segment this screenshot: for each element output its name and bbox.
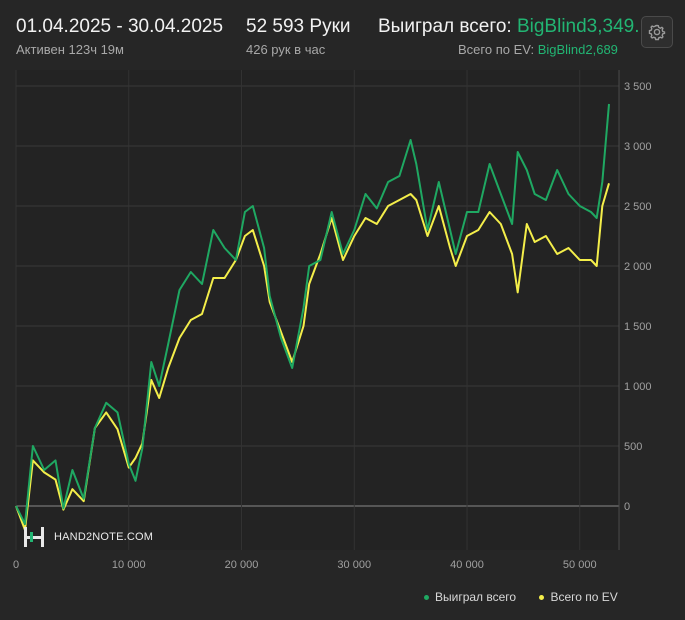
total-ev-value: BigBlind2,689	[537, 42, 618, 57]
chart-grid	[15, 70, 620, 550]
x-tick-label: 20 000	[225, 559, 259, 571]
total-won-value: BigBlind3,349.	[516, 16, 640, 37]
total-won-label: Выиграл всего:	[378, 16, 512, 37]
x-axis-ticks: 0 10 000 20 000 30 000 40 000 50 000	[13, 559, 597, 571]
chart-legend: Выиграл всего Всего по EV	[418, 590, 618, 604]
hand2note-logo-icon	[24, 527, 44, 547]
legend-ev-marker	[539, 595, 545, 601]
legend-ev-label: Всего по EV	[550, 590, 618, 604]
y-tick-label: 2 500	[624, 201, 652, 213]
y-tick-label: 1 500	[624, 321, 652, 333]
legend-won-marker	[424, 595, 429, 601]
chart-lines	[15, 103, 610, 531]
hands-per-hour: 426 рук в час	[246, 42, 326, 57]
y-tick-label: 3 000	[624, 141, 652, 153]
watermark-text: HAND2NOTE.COM	[54, 531, 154, 543]
series-line-ev	[15, 183, 610, 531]
total-won: Выиграл всего: BigBlind3,349.	[378, 16, 640, 38]
profit-chart: 3 500 3 000 2 500 2 000 1 500 1 000 500 0 0 10 0…	[13, 70, 652, 571]
date-range: 01.04.2025 - 30.04.2025	[16, 16, 224, 37]
x-tick-label: 0	[13, 559, 19, 571]
y-tick-label: 0	[624, 501, 630, 513]
y-axis-ticks: 3 500 3 000 2 500 2 000 1 500 1 000 500 0	[624, 81, 652, 513]
legend-won: Выиграл всего	[424, 590, 516, 604]
legend-won-label: Выиграл всего	[435, 590, 517, 604]
settings-button[interactable]	[641, 16, 673, 48]
active-time: Активен 123ч 19м	[16, 42, 124, 57]
y-tick-label: 1 000	[624, 381, 652, 393]
y-tick-label: 2 000	[624, 261, 652, 273]
gear-icon	[648, 24, 666, 41]
x-tick-label: 40 000	[450, 559, 484, 571]
x-tick-label: 50 000	[563, 559, 597, 571]
legend-ev: Всего по EV	[539, 590, 618, 604]
hand2note-logo: HAND2NOTE.COM	[22, 526, 153, 548]
y-tick-label: 3 500	[624, 81, 652, 93]
series-line-won	[15, 103, 610, 525]
y-tick-label: 500	[624, 441, 642, 453]
total-ev-label: Всего по EV:	[458, 42, 535, 57]
total-ev: Всего по EV: BigBlind2,689	[458, 42, 640, 57]
x-tick-label: 30 000	[337, 559, 371, 571]
plot-area	[16, 70, 619, 550]
x-tick-label: 10 000	[112, 559, 146, 571]
hands-count: 52 593 Руки	[246, 16, 351, 37]
